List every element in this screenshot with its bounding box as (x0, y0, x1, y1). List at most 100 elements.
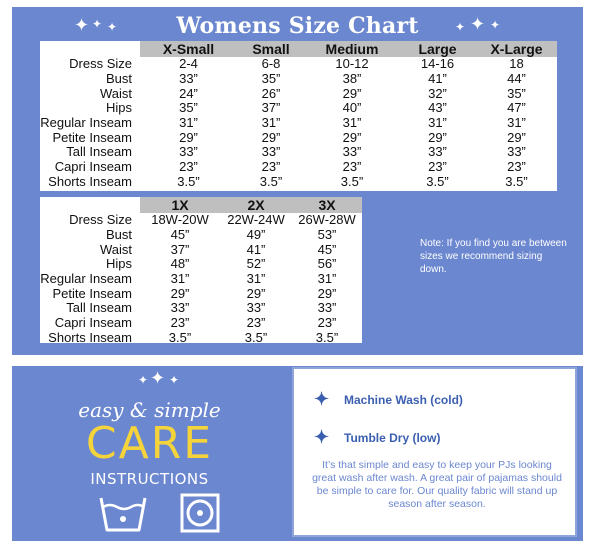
table-cell: 18W-20W (151, 212, 209, 228)
table-cell: 26W-28W (298, 212, 356, 228)
table-cell: 32” (428, 85, 447, 101)
row-label: Petite Inseam (52, 129, 133, 145)
table-cell: 3.5” (505, 173, 528, 189)
care-instructions-box: ✦ Machine Wash (cold) ✦ Tumble Dry (low)… (292, 367, 577, 537)
table-cell: 3.5” (168, 329, 192, 345)
table-row: Capri Inseam 23” 23” 23” 23” 23” (40, 160, 557, 175)
table-cell: 2-4 (179, 56, 198, 72)
table-cell: 23” (170, 315, 190, 331)
table-cell: 23” (342, 159, 362, 175)
row-label: Capri Inseam (54, 159, 132, 175)
table-row: Hips 35” 37” 40” 43” 47” (40, 101, 557, 116)
header-spacer (40, 41, 140, 57)
column-header: Small (237, 41, 305, 57)
size-table-standard: X-Small Small Medium Large X-Large Dress Siz… (40, 41, 557, 191)
table-cell: 3.5” (244, 329, 268, 345)
table-cell: 41” (428, 71, 447, 87)
table-cell: 23” (317, 315, 337, 331)
table-cell: 31” (507, 115, 526, 131)
table-cell: 35” (261, 71, 281, 87)
table-cell: 22W-24W (227, 212, 285, 228)
table-cell: 33” (317, 300, 337, 316)
table-cell: 23” (507, 159, 526, 175)
table-row: Waist 37” 41” 45” (40, 242, 362, 257)
row-label: Hips (105, 100, 132, 116)
row-label: Shorts Inseam (48, 329, 132, 345)
table-cell: 14-16 (420, 56, 455, 72)
table-cell: 35” (507, 85, 526, 101)
sparkle-icon: ✦ (92, 17, 103, 31)
column-header: X-Large (476, 41, 557, 57)
table-cell: 33” (342, 144, 362, 160)
sparkle-icon: ✦ (74, 15, 90, 35)
table-cell: 3.5” (315, 329, 339, 345)
table-cell: 35” (179, 100, 198, 116)
row-label: Tall Inseam (66, 144, 132, 160)
table-cell: 29” (428, 129, 447, 145)
row-label: Shorts Inseam (48, 173, 132, 189)
table-cell: 31” (342, 115, 362, 131)
table-cell: 31” (428, 115, 447, 131)
table-cell: 33” (170, 300, 190, 316)
sparkle-icon: ✦ (314, 389, 330, 409)
table-cell: 38” (342, 71, 362, 87)
sparkle-icon: ✦ (107, 20, 118, 34)
row-label: Tall Inseam (66, 300, 132, 316)
table-row: Tall Inseam 33” 33” 33” (40, 301, 362, 316)
column-header: Medium (305, 41, 399, 57)
table-cell: 40” (342, 100, 362, 116)
table-cell: 23” (179, 159, 198, 175)
table-cell: 37” (261, 100, 281, 116)
table-row: Tall Inseam 33” 33” 33” 33” 33” (40, 145, 557, 160)
row-label: Hips (105, 256, 132, 272)
sparkle-icon: ✦ (455, 20, 466, 34)
row-label: Bust (105, 71, 132, 87)
table-cell: 56” (317, 256, 337, 272)
table-row: Regular Inseam 31” 31” 31” 31” 31” (40, 116, 557, 131)
instruction-label: Machine Wash (cold) (344, 392, 463, 407)
row-label: Regular Inseam (40, 271, 132, 287)
table-cell: 41” (246, 241, 266, 257)
care-tagline: easy & simple (78, 398, 221, 422)
sparkle-icon: ✦ (138, 373, 149, 387)
table-row: Bust 33” 35” 38” 41” 44” (40, 72, 557, 87)
table-cell: 33” (246, 300, 266, 316)
table-cell: 44” (507, 71, 526, 87)
row-label: Dress Size (69, 56, 132, 72)
table-cell: 33” (428, 144, 447, 160)
instruction-item: ✦ Tumble Dry (low) (314, 427, 440, 448)
row-label: Dress Size (69, 212, 132, 228)
table-row: Petite Inseam 29” 29” 29” 29” 29” (40, 130, 557, 145)
table-cell: 3.5” (426, 173, 449, 189)
row-label: Bust (105, 227, 132, 243)
table-row: Dress Size 18W-20W 22W-24W 26W-28W (40, 213, 362, 228)
table-cell: 24” (179, 85, 198, 101)
table-cell: 33” (507, 144, 526, 160)
care-heading: CARE (85, 418, 214, 469)
table-cell: 29” (261, 129, 281, 145)
table-cell: 23” (261, 159, 281, 175)
tumble-dry-icon (180, 493, 220, 533)
table-cell: 43” (428, 100, 447, 116)
table-row: Petite Inseam 29” 29” 29” (40, 286, 362, 301)
table-cell: 33” (179, 144, 198, 160)
table-cell: 29” (179, 129, 198, 145)
column-header: X-Small (140, 41, 237, 57)
table-cell: 29” (317, 285, 337, 301)
table-cell: 45” (317, 241, 337, 257)
table-cell: 10-12 (335, 56, 369, 72)
column-header: Large (399, 41, 476, 57)
sparkle-icon: ✦ (470, 14, 486, 34)
table-cell: 3.5” (340, 173, 364, 189)
table-cell: 6-8 (261, 56, 281, 72)
table-cell: 33” (261, 144, 281, 160)
size-table-plus: 1X 2X 3X Dress Size 18W-20W 22W-24W 26W-28W Bu… (40, 197, 362, 345)
column-header: 3X (292, 197, 362, 213)
table-cell: 31” (179, 115, 198, 131)
sparkle-icon: ✦ (150, 368, 166, 388)
row-label: Waist (99, 241, 132, 257)
table-cell: 23” (246, 315, 266, 331)
table-cell: 49” (246, 227, 266, 243)
table-cell: 31” (261, 115, 281, 131)
column-header: 2X (220, 197, 292, 213)
